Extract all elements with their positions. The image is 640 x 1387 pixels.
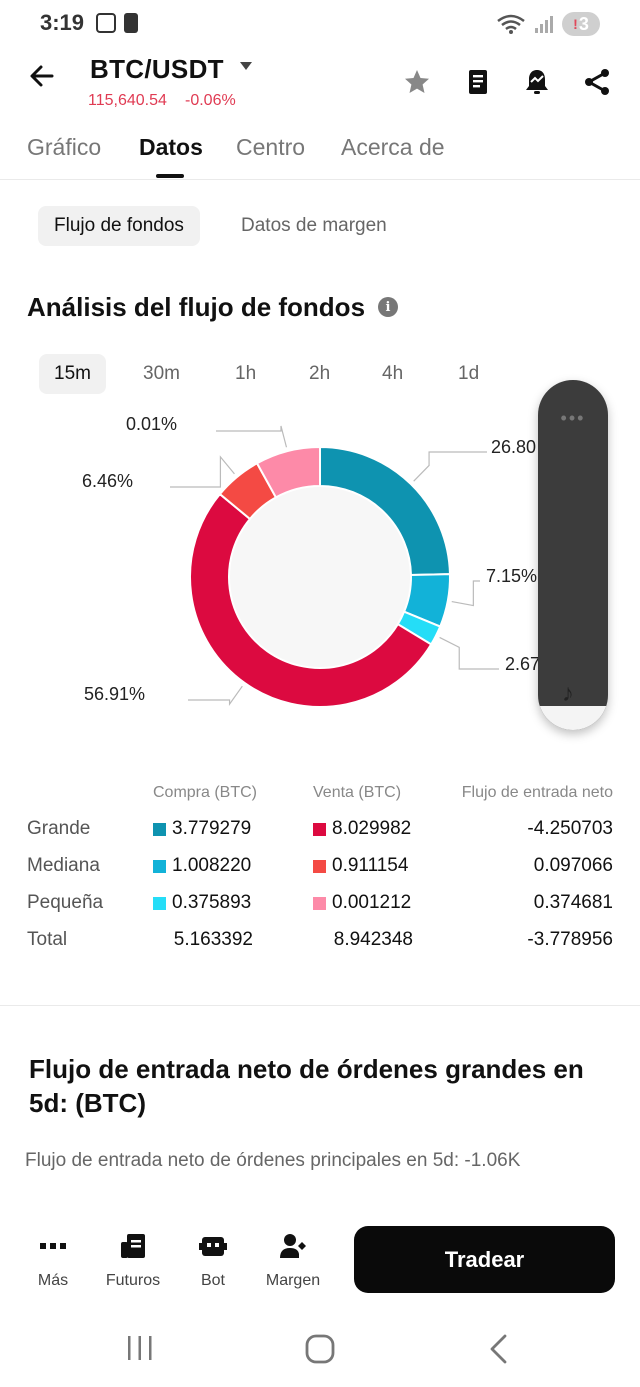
leader-line (413, 451, 487, 482)
leader-line (451, 580, 480, 607)
chevron-down-icon[interactable] (240, 62, 252, 70)
row-label-grande: Grande (27, 818, 91, 839)
interval-4h[interactable]: 4h (382, 363, 404, 384)
row-label-pequena: Pequeña (27, 892, 104, 913)
donut-hole (229, 486, 411, 668)
cell-sell: 8.029982 (313, 818, 411, 840)
legend-swatch (313, 822, 326, 836)
legend-swatch (153, 822, 166, 836)
divider (0, 179, 640, 180)
nav-label: Más (37, 1272, 69, 1289)
tab-grafico[interactable]: Gráfico (27, 134, 102, 160)
large-orders-title: Flujo de entrada neto de órdenes grandes… (29, 1054, 584, 1118)
divider (0, 1005, 640, 1006)
cell-net-total: -3.778956 (527, 929, 613, 950)
cell-net: -4.250703 (527, 818, 613, 839)
margin-icon (280, 1234, 306, 1258)
nav-mas[interactable]: Más (18, 1232, 88, 1290)
slice-label: 6.46% (82, 471, 134, 491)
cell-net: 0.097066 (533, 855, 613, 876)
col-header-sell: Venta (BTC) (313, 784, 402, 801)
slice-label: 26.80 (491, 437, 537, 457)
interval-2h[interactable]: 2h (309, 363, 331, 384)
nav-label: Margen (265, 1272, 321, 1289)
section-title: Análisis del flujo de fondos (27, 292, 366, 322)
cell-buy: 1.008220 (153, 855, 251, 877)
wifi-icon (497, 14, 525, 34)
alert-icon (124, 13, 138, 33)
donut-svg (170, 425, 499, 708)
large-orders-subtitle: Flujo de entrada neto de órdenes princip… (25, 1150, 521, 1171)
nav-bot[interactable]: Bot (178, 1232, 248, 1290)
col-header-buy: Compra (BTC) (153, 784, 258, 801)
more-dots-icon: ••• (560, 408, 586, 428)
tab-datos[interactable]: Datos (139, 134, 203, 160)
trade-button[interactable]: Tradear (354, 1226, 615, 1293)
subtab-flujo-de-fondos[interactable]: Flujo de fondos (38, 206, 200, 246)
donut-slice[interactable] (255, 445, 321, 499)
share-icon[interactable] (581, 66, 613, 98)
signal-icon (535, 16, 553, 33)
screenshot-icon (96, 13, 116, 33)
slice-label: 2.67 (505, 654, 541, 674)
status-right: ! 3 (496, 12, 600, 36)
nav-label: Futuros (105, 1272, 161, 1289)
cell-sell: 0.001212 (313, 892, 411, 914)
cell-net: 0.374681 (533, 892, 613, 913)
interval-30m[interactable]: 30m (143, 363, 180, 384)
system-back-icon[interactable] (486, 1332, 510, 1366)
more-dots-icon (40, 1243, 66, 1249)
slice-label: 0.01% (126, 414, 178, 434)
tab-acerca-de[interactable]: Acerca de (341, 134, 445, 160)
status-time: 3:19 (40, 10, 85, 35)
nav-label: Bot (200, 1272, 225, 1289)
col-header-net: Flujo de entrada neto (461, 784, 613, 801)
widget-footer (538, 706, 608, 730)
cell-sell-total: 8.942348 (333, 929, 413, 950)
futures-icon (121, 1234, 145, 1258)
floating-music-widget[interactable]: ••• ♪ (538, 380, 608, 730)
leader-line (439, 636, 499, 670)
interval-15m[interactable]: 15m (39, 354, 106, 394)
cell-buy: 3.779279 (153, 818, 251, 840)
battery-alert-badge: ! 3 (562, 12, 600, 36)
interval-1h[interactable]: 1h (235, 363, 257, 384)
bot-icon (199, 1237, 227, 1256)
cell-buy-total: 5.163392 (173, 929, 253, 950)
subtab-datos-de-margen[interactable]: Datos de margen (241, 215, 387, 236)
nav-margen[interactable]: Margen (258, 1232, 328, 1290)
star-icon[interactable] (401, 66, 433, 98)
legend-swatch (313, 896, 326, 910)
active-tab-indicator (156, 174, 184, 178)
leader-line (216, 425, 288, 448)
music-note-icon: ♪ (562, 680, 574, 707)
donut-slice[interactable] (189, 492, 433, 708)
home-icon[interactable] (304, 1332, 336, 1366)
cell-sell: 0.911154 (313, 855, 408, 877)
legend-swatch (313, 859, 326, 873)
row-label-mediana: Mediana (27, 855, 100, 876)
legend-swatch (153, 859, 166, 873)
info-icon[interactable]: i (378, 297, 398, 317)
tab-centro[interactable]: Centro (236, 134, 306, 160)
cell-buy: 0.375893 (153, 892, 251, 914)
slice-label: 7.15% (486, 566, 538, 586)
fund-flow-donut-chart: 26.80 7.15% 2.67 56.91% 6.46% 0.01% (0, 400, 640, 730)
last-price: 115,640.54 (88, 92, 167, 109)
status-notification-icons (96, 13, 138, 33)
leader-line (188, 685, 243, 706)
legend-swatch (153, 896, 166, 910)
nav-futuros[interactable]: Futuros (98, 1232, 168, 1290)
leader-line (170, 455, 235, 488)
price-alert-bell-icon[interactable] (521, 66, 553, 98)
row-label-total: Total (27, 929, 68, 950)
notebook-icon[interactable] (462, 66, 494, 98)
price-change: -0.06% (185, 92, 236, 109)
back-arrow-icon[interactable] (28, 62, 58, 98)
slice-label: 56.91% (84, 684, 146, 704)
recent-apps-icon[interactable] (126, 1332, 154, 1366)
pair-selector[interactable]: BTC/USDT (90, 54, 224, 84)
interval-1d[interactable]: 1d (458, 363, 480, 384)
